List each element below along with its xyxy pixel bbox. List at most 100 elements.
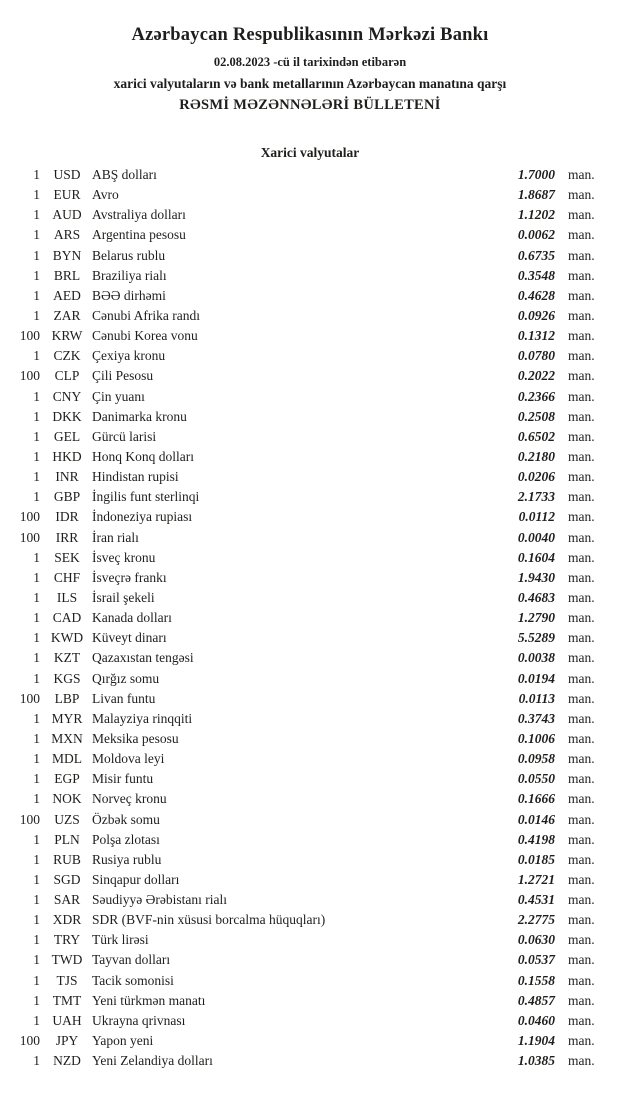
currency-unit-label: man. (568, 227, 595, 243)
currency-unit-label: man. (568, 972, 595, 988)
currency-quantity: 1 (33, 247, 40, 263)
currency-row: 100 LBP Livan funtu 0.0113 man. (0, 691, 620, 711)
currency-unit-label: man. (568, 730, 595, 746)
currency-row: 1 BRL Braziliya rialı 0.3548 man. (0, 268, 620, 288)
currency-unit-label: man. (568, 328, 595, 344)
currency-rate: 0.0194 (517, 670, 555, 686)
currency-rate: 0.0185 (517, 851, 555, 867)
currency-name: Norveç kronu (92, 791, 167, 807)
currency-unit-label: man. (568, 851, 595, 867)
currency-code: MYR (51, 710, 83, 726)
subtitle-line: xarici valyutaların və bank metallarının… (113, 76, 507, 91)
currency-row: 1 TWD Tayvan dolları 0.0537 man. (0, 952, 620, 972)
currency-name: Qırğız somu (92, 670, 160, 686)
currency-quantity: 1 (33, 448, 40, 464)
currency-code: IRR (55, 529, 79, 545)
currency-quantity: 1 (33, 267, 40, 283)
currency-code: CZK (53, 348, 81, 364)
currency-rate: 0.1604 (517, 549, 555, 565)
currency-rate: 1.2721 (517, 871, 555, 887)
currency-code: CAD (52, 610, 82, 626)
currency-quantity: 1 (33, 1012, 40, 1028)
currency-name: İran rialı (92, 529, 139, 545)
currency-unit-label: man. (568, 509, 595, 525)
currency-rate: 0.4628 (517, 287, 555, 303)
effective-date-line: 02.08.2023 -cü il tarixindən etibarən (213, 55, 407, 69)
currency-name: Moldova leyi (92, 751, 165, 767)
currency-quantity: 1 (33, 650, 40, 666)
currency-unit-label: man. (568, 348, 595, 364)
currency-rate: 0.2508 (517, 408, 555, 424)
currency-unit-label: man. (568, 428, 595, 444)
currency-quantity: 100 (19, 529, 40, 545)
currency-unit-label: man. (568, 267, 595, 283)
currency-quantity: 1 (33, 428, 40, 444)
currency-rate: 0.0780 (517, 348, 555, 364)
currency-quantity: 100 (19, 368, 40, 384)
currency-code: TWD (51, 952, 83, 968)
currency-unit-label: man. (568, 670, 595, 686)
currency-row: 1 SEK İsveç kronu 0.1604 man. (0, 550, 620, 570)
currency-unit-label: man. (568, 388, 595, 404)
currency-quantity: 1 (33, 187, 40, 203)
currency-quantity: 1 (33, 851, 40, 867)
currency-code: TMT (52, 992, 82, 1008)
section-title-foreign-currencies: Xarici valyutalar (260, 145, 360, 160)
currency-unit-label: man. (568, 710, 595, 726)
currency-name: Meksika pesosu (92, 730, 179, 746)
currency-rate: 2.1733 (517, 489, 555, 505)
currency-name: Rusiya rublu (92, 851, 162, 867)
currency-name: SDR (BVF-nin xüsusi borcalma hüquqları) (92, 912, 326, 928)
currency-row: 1 NOK Norveç kronu 0.1666 man. (0, 791, 620, 811)
currency-quantity: 1 (33, 791, 40, 807)
currency-name: Cənubi Korea vonu (92, 328, 198, 344)
currency-unit-label: man. (568, 549, 595, 565)
currency-row: 1 XDR SDR (BVF-nin xüsusi borcalma hüquq… (0, 912, 620, 932)
currency-row: 1 BYN Belarus rublu 0.6735 man. (0, 248, 620, 268)
currency-code: CNY (52, 388, 82, 404)
currency-unit-label: man. (568, 489, 595, 505)
currency-row: 1 MDL Moldova leyi 0.0958 man. (0, 751, 620, 771)
currency-rate: 0.0062 (517, 227, 555, 243)
currency-rate: 0.0958 (517, 751, 555, 767)
currency-rate: 0.4683 (517, 589, 555, 605)
currency-unit-label: man. (568, 871, 595, 887)
currency-code: AED (53, 287, 81, 303)
currency-quantity: 1 (33, 751, 40, 767)
currency-name: Yeni Zelandiya dolları (92, 1053, 213, 1069)
currency-quantity: 1 (33, 610, 40, 626)
currency-unit-label: man. (568, 932, 595, 948)
currency-quantity: 1 (33, 670, 40, 686)
currency-unit-label: man. (568, 469, 595, 485)
currency-name: Hindistan rupisi (92, 469, 179, 485)
currency-unit-label: man. (568, 307, 595, 323)
currency-name: Türk lirəsi (92, 932, 149, 948)
currency-quantity: 1 (33, 771, 40, 787)
currency-row: 1 MXN Meksika pesosu 0.1006 man. (0, 731, 620, 751)
currency-unit-label: man. (568, 952, 595, 968)
currency-rate: 0.3743 (517, 710, 555, 726)
currency-quantity: 1 (33, 972, 40, 988)
currency-quantity: 1 (33, 730, 40, 746)
currency-name: Yapon yeni (92, 1033, 154, 1049)
currency-code: ARS (53, 227, 81, 243)
currency-unit-label: man. (568, 529, 595, 545)
currency-row: 1 EGP Misir funtu 0.0550 man. (0, 771, 620, 791)
currency-rate: 1.9430 (517, 569, 555, 585)
currency-name: Səudiyyə Ərəbistanı rialı (92, 892, 227, 908)
currency-code: LBP (54, 690, 80, 706)
currency-name: Livan funtu (92, 690, 156, 706)
currency-row: 1 NZD Yeni Zelandiya dolları 1.0385 man. (0, 1053, 620, 1073)
currency-row: 1 TRY Türk lirəsi 0.0630 man. (0, 932, 620, 952)
currency-row: 1 SAR Səudiyyə Ərəbistanı rialı 0.4531 m… (0, 892, 620, 912)
currency-quantity: 100 (19, 1033, 40, 1049)
currency-rate: 0.0113 (518, 690, 555, 706)
currency-rate: 0.6502 (517, 428, 555, 444)
currency-code: AUD (52, 207, 82, 223)
currency-rate: 0.0630 (517, 932, 555, 948)
currency-name: Danimarka kronu (92, 408, 187, 424)
bulletin-title: RƏSMİ MƏZƏNNƏLƏRİ BÜLLETENİ (179, 97, 441, 113)
currency-code: MDL (52, 751, 82, 767)
currency-quantity: 100 (19, 690, 40, 706)
currency-unit-label: man. (568, 992, 595, 1008)
